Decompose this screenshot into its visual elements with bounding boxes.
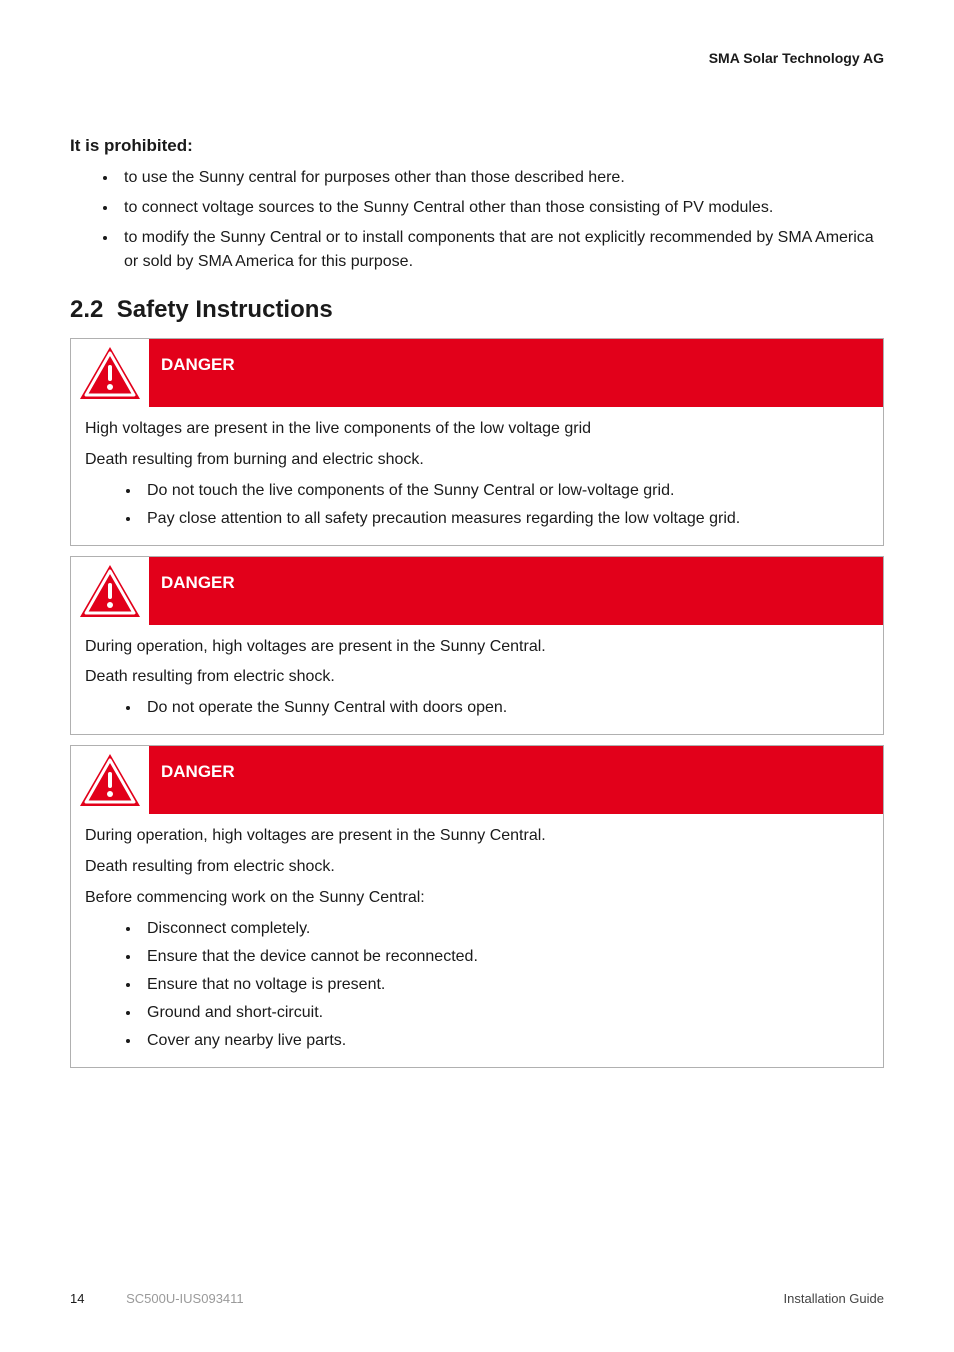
section-title: Safety Instructions: [117, 296, 333, 323]
list-item: Do not touch the live components of the …: [141, 479, 869, 503]
page-number: 14: [70, 1291, 84, 1306]
alert-text: Death resulting from electric shock.: [85, 665, 869, 690]
prohibited-list: to use the Sunny central for purposes ot…: [70, 166, 884, 274]
list-item: Ensure that no voltage is present.: [141, 973, 869, 997]
danger-alert: DANGER During operation, high voltages a…: [70, 745, 884, 1067]
prohibited-heading: It is prohibited:: [70, 136, 884, 156]
danger-alert: DANGER During operation, high voltages a…: [70, 556, 884, 736]
list-item: Cover any nearby live parts.: [141, 1029, 869, 1053]
list-item: Pay close attention to all safety precau…: [141, 507, 869, 531]
alert-text: High voltages are present in the live co…: [85, 417, 869, 442]
warning-triangle-icon: [71, 339, 149, 407]
section-heading: 2.2 Safety Instructions: [70, 296, 884, 324]
alert-text: Death resulting from burning and electri…: [85, 448, 869, 473]
doc-id: SC500U-IUS093411: [126, 1291, 244, 1306]
section-number: 2.2: [70, 296, 103, 323]
danger-alert: DANGER High voltages are present in the …: [70, 338, 884, 546]
guide-label: Installation Guide: [784, 1291, 884, 1306]
warning-triangle-icon: [71, 557, 149, 625]
list-item: Ground and short-circuit.: [141, 1001, 869, 1025]
list-item: to use the Sunny central for purposes ot…: [118, 166, 884, 190]
alert-label: DANGER: [149, 557, 883, 625]
alert-label: DANGER: [149, 746, 883, 814]
alert-text: Before commencing work on the Sunny Cent…: [85, 886, 869, 911]
alert-text: During operation, high voltages are pres…: [85, 824, 869, 849]
warning-triangle-icon: [71, 746, 149, 814]
list-item: to modify the Sunny Central or to instal…: [118, 226, 884, 274]
list-item: to connect voltage sources to the Sunny …: [118, 196, 884, 220]
header-brand: SMA Solar Technology AG: [709, 50, 884, 66]
page-footer: 14 SC500U-IUS093411 Installation Guide: [70, 1291, 884, 1306]
list-item: Do not operate the Sunny Central with do…: [141, 696, 869, 720]
alert-text: During operation, high voltages are pres…: [85, 635, 869, 660]
alert-text: Death resulting from electric shock.: [85, 855, 869, 880]
list-item: Ensure that the device cannot be reconne…: [141, 945, 869, 969]
list-item: Disconnect completely.: [141, 917, 869, 941]
alert-label: DANGER: [149, 339, 883, 407]
